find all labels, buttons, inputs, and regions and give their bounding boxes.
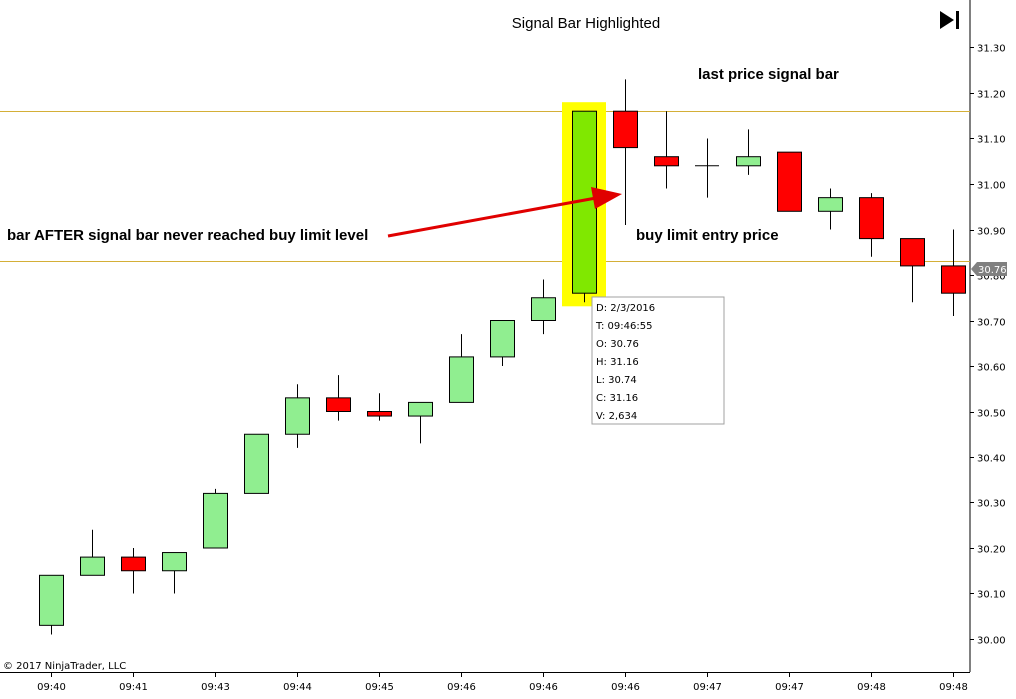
candles [39, 79, 966, 635]
x-axis-ticks: 09:40 09:41 09:43 09:44 09:45 09:46 09:46 09:46… [37, 672, 968, 693]
candle [162, 552, 187, 594]
x-tick-label: 09:40 [37, 682, 66, 693]
tooltip-high: H: 31.16 [596, 357, 639, 368]
x-tick-label: 09:48 [939, 682, 968, 693]
y-tick-label: 30.80 [977, 272, 1006, 283]
candle-body [244, 433, 269, 494]
arrow-annotation-text: bar AFTER signal bar never reached buy l… [7, 227, 368, 244]
y-axis-ticks: 30.00 30.10 30.20 30.30 30.40 30.50 30.60 30.70… [970, 44, 1006, 647]
x-tick-label: 09:44 [283, 682, 312, 693]
annotation-arrowhead [591, 187, 622, 209]
candle-body [777, 151, 802, 212]
candle [941, 229, 966, 316]
candle [777, 151, 802, 212]
candle-body [408, 401, 433, 417]
candle-body [900, 238, 925, 267]
candle [121, 548, 146, 594]
candle-body [654, 156, 679, 167]
candle [285, 384, 310, 448]
candle-body [736, 156, 761, 167]
candle [449, 334, 474, 403]
candle-body [285, 397, 310, 435]
y-tick-label: 30.30 [977, 499, 1006, 510]
candle-body [449, 356, 474, 403]
candle [900, 238, 925, 303]
y-tick-label: 31.10 [977, 135, 1006, 146]
y-tick-label: 31.30 [977, 44, 1006, 55]
candle-body [490, 320, 515, 358]
tooltip-low: L: 30.74 [596, 375, 637, 386]
candle-body [859, 197, 884, 240]
tooltip-box [591, 296, 725, 425]
x-tick-label: 09:47 [693, 682, 722, 693]
y-tick-label: 31.00 [977, 181, 1006, 192]
y-tick-label: 30.00 [977, 636, 1006, 647]
candle [80, 529, 105, 576]
skip-to-end-bar[interactable] [956, 11, 959, 29]
candle [408, 401, 433, 444]
candle-body [162, 552, 187, 572]
last-price-marker: 30.76 [971, 262, 1007, 276]
x-tick-label: 09:45 [365, 682, 394, 693]
candle [39, 574, 64, 635]
candle-body [80, 556, 105, 576]
candle-body [613, 110, 638, 149]
candle [203, 488, 228, 549]
x-tick-label: 09:41 [119, 682, 148, 693]
ohlc-tooltip: D: 2/3/2016 T: 09:46:55 O: 30.76 H: 31.1… [591, 296, 725, 425]
tooltip-time: T: 09:46:55 [595, 321, 652, 332]
candle [736, 129, 761, 175]
candle [654, 111, 679, 189]
candle-body [367, 411, 392, 417]
tooltip-close: C: 31.16 [596, 393, 638, 404]
y-tick-label: 30.20 [977, 545, 1006, 556]
y-tick-label: 31.20 [977, 90, 1006, 101]
tooltip-date: D: 2/3/2016 [596, 303, 655, 314]
x-tick-label: 09:46 [447, 682, 476, 693]
last-price-signal-bar-label: last price signal bar [698, 66, 839, 83]
candle [531, 279, 556, 335]
skip-to-end-icon[interactable] [940, 11, 959, 29]
x-tick-label: 09:43 [201, 682, 230, 693]
annotation-arrow [387, 196, 597, 238]
y-tick-label: 30.40 [977, 454, 1006, 465]
y-tick-label: 30.90 [977, 227, 1006, 238]
candle [490, 320, 515, 366]
tooltip-open: O: 30.76 [596, 339, 639, 350]
y-tick-label: 30.70 [977, 318, 1006, 329]
last-price-marker-shape [971, 262, 1007, 276]
last-price-marker-label: 30.76 [978, 265, 1007, 276]
candle-body [531, 297, 556, 321]
candle-body [39, 574, 64, 626]
tooltip-volume: V: 2,634 [596, 411, 637, 422]
buy-limit-entry-price-label: buy limit entry price [636, 227, 779, 244]
candle-body [941, 265, 966, 294]
chart-title: Signal Bar Highlighted [512, 15, 660, 32]
candle [818, 188, 843, 230]
candle [695, 138, 719, 198]
x-tick-label: 09:48 [857, 682, 886, 693]
candle-body [818, 197, 843, 212]
candle [859, 193, 884, 257]
x-tick-label: 09:47 [775, 682, 804, 693]
y-tick-label: 30.60 [977, 363, 1006, 374]
candle [326, 375, 351, 421]
candle [613, 79, 638, 225]
candle [244, 433, 269, 494]
y-tick-label: 30.50 [977, 409, 1006, 420]
horizontal-levels [0, 111, 970, 262]
copyright-text: © 2017 NinjaTrader, LLC [3, 661, 126, 672]
candle [367, 393, 392, 421]
skip-to-end-triangle[interactable] [940, 11, 954, 29]
candle-body [326, 397, 351, 413]
candle-body [121, 556, 146, 572]
x-tick-label: 09:46 [611, 682, 640, 693]
y-tick-label: 30.10 [977, 590, 1006, 601]
candle-body [203, 492, 228, 549]
x-tick-label: 09:46 [529, 682, 558, 693]
